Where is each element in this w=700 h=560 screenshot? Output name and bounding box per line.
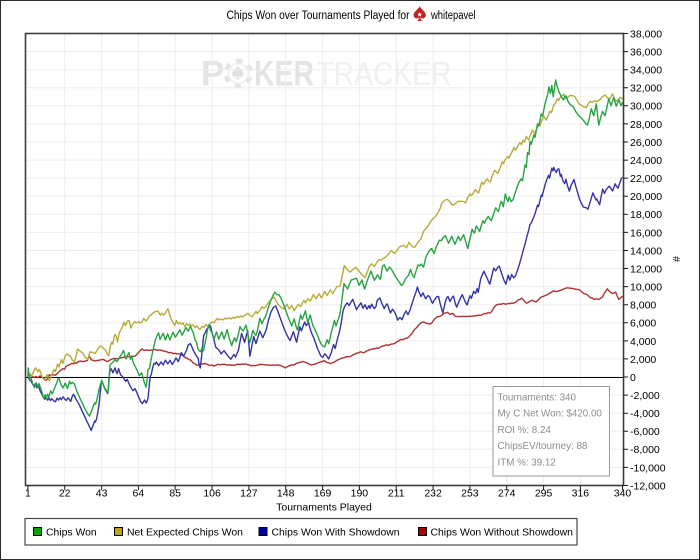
svg-text:274: 274 <box>498 488 516 500</box>
svg-text:My C Net Won: $420.00: My C Net Won: $420.00 <box>498 409 603 420</box>
svg-text:KER: KER <box>254 55 314 94</box>
svg-text:-2,000: -2,000 <box>630 390 660 402</box>
svg-text:85: 85 <box>169 488 181 500</box>
svg-text:-10,000: -10,000 <box>630 462 666 474</box>
svg-text:169: 169 <box>314 488 332 500</box>
svg-text:106: 106 <box>203 488 221 500</box>
svg-text:8,000: 8,000 <box>630 300 656 312</box>
svg-text:211: 211 <box>388 488 405 500</box>
svg-text:22: 22 <box>59 488 71 500</box>
svg-text:16,000: 16,000 <box>630 227 662 239</box>
svg-text:ChipsEV/tourney: 88: ChipsEV/tourney: 88 <box>498 441 588 452</box>
svg-text:22,000: 22,000 <box>630 173 662 185</box>
svg-text:253: 253 <box>461 488 479 500</box>
svg-text:Chips Won: Chips Won <box>46 528 97 539</box>
svg-text:Tournaments Played: Tournaments Played <box>276 502 372 514</box>
svg-text:Chips Won With Showdown: Chips Won With Showdown <box>272 528 400 539</box>
svg-text:340: 340 <box>614 488 632 500</box>
svg-text:38,000: 38,000 <box>630 28 662 40</box>
svg-text:24,000: 24,000 <box>630 155 662 167</box>
svg-text:-8,000: -8,000 <box>630 444 660 456</box>
svg-text:2,000: 2,000 <box>630 354 656 366</box>
svg-text:232: 232 <box>424 488 442 500</box>
svg-text:30,000: 30,000 <box>630 101 662 113</box>
svg-text:6,000: 6,000 <box>630 318 656 330</box>
svg-text:10,000: 10,000 <box>630 282 662 294</box>
svg-text:ITM %: 39.12: ITM %: 39.12 <box>498 457 556 468</box>
svg-text:Net Expected Chips Won: Net Expected Chips Won <box>127 528 243 539</box>
svg-text:ROI %: 8.24: ROI %: 8.24 <box>498 425 552 436</box>
svg-text:1: 1 <box>25 488 31 500</box>
svg-text:-4,000: -4,000 <box>630 408 660 420</box>
svg-text:18,000: 18,000 <box>630 209 662 221</box>
svg-text:P: P <box>201 55 224 94</box>
svg-text:36,000: 36,000 <box>630 47 662 59</box>
svg-text:34,000: 34,000 <box>630 65 662 77</box>
svg-text:32,000: 32,000 <box>630 83 662 95</box>
svg-text:64: 64 <box>133 488 145 500</box>
svg-text:148: 148 <box>277 488 295 500</box>
svg-text:127: 127 <box>240 488 258 500</box>
svg-text:20,000: 20,000 <box>630 191 662 203</box>
svg-text:43: 43 <box>96 488 108 500</box>
svg-text:Tournaments: 340: Tournaments: 340 <box>498 393 577 404</box>
svg-text:12,000: 12,000 <box>630 263 662 275</box>
svg-text:14,000: 14,000 <box>630 245 662 257</box>
svg-text:TRACKER: TRACKER <box>317 55 452 92</box>
svg-text:Chips Won Without Showdown: Chips Won Without Showdown <box>431 528 574 539</box>
svg-text:#: # <box>670 256 682 262</box>
svg-text:295: 295 <box>535 488 553 500</box>
svg-text:whitepavel: whitepavel <box>430 10 475 22</box>
svg-text:190: 190 <box>351 488 369 500</box>
svg-text:Chips Won over Tournaments Pla: Chips Won over Tournaments Played for <box>227 10 410 22</box>
svg-text:4,000: 4,000 <box>630 336 656 348</box>
svg-text:28,000: 28,000 <box>630 119 662 131</box>
svg-text:0: 0 <box>630 372 636 384</box>
svg-text:-6,000: -6,000 <box>630 426 660 438</box>
svg-text:-12,000: -12,000 <box>630 480 666 492</box>
svg-text:26,000: 26,000 <box>630 137 662 149</box>
svg-text:316: 316 <box>572 488 590 500</box>
